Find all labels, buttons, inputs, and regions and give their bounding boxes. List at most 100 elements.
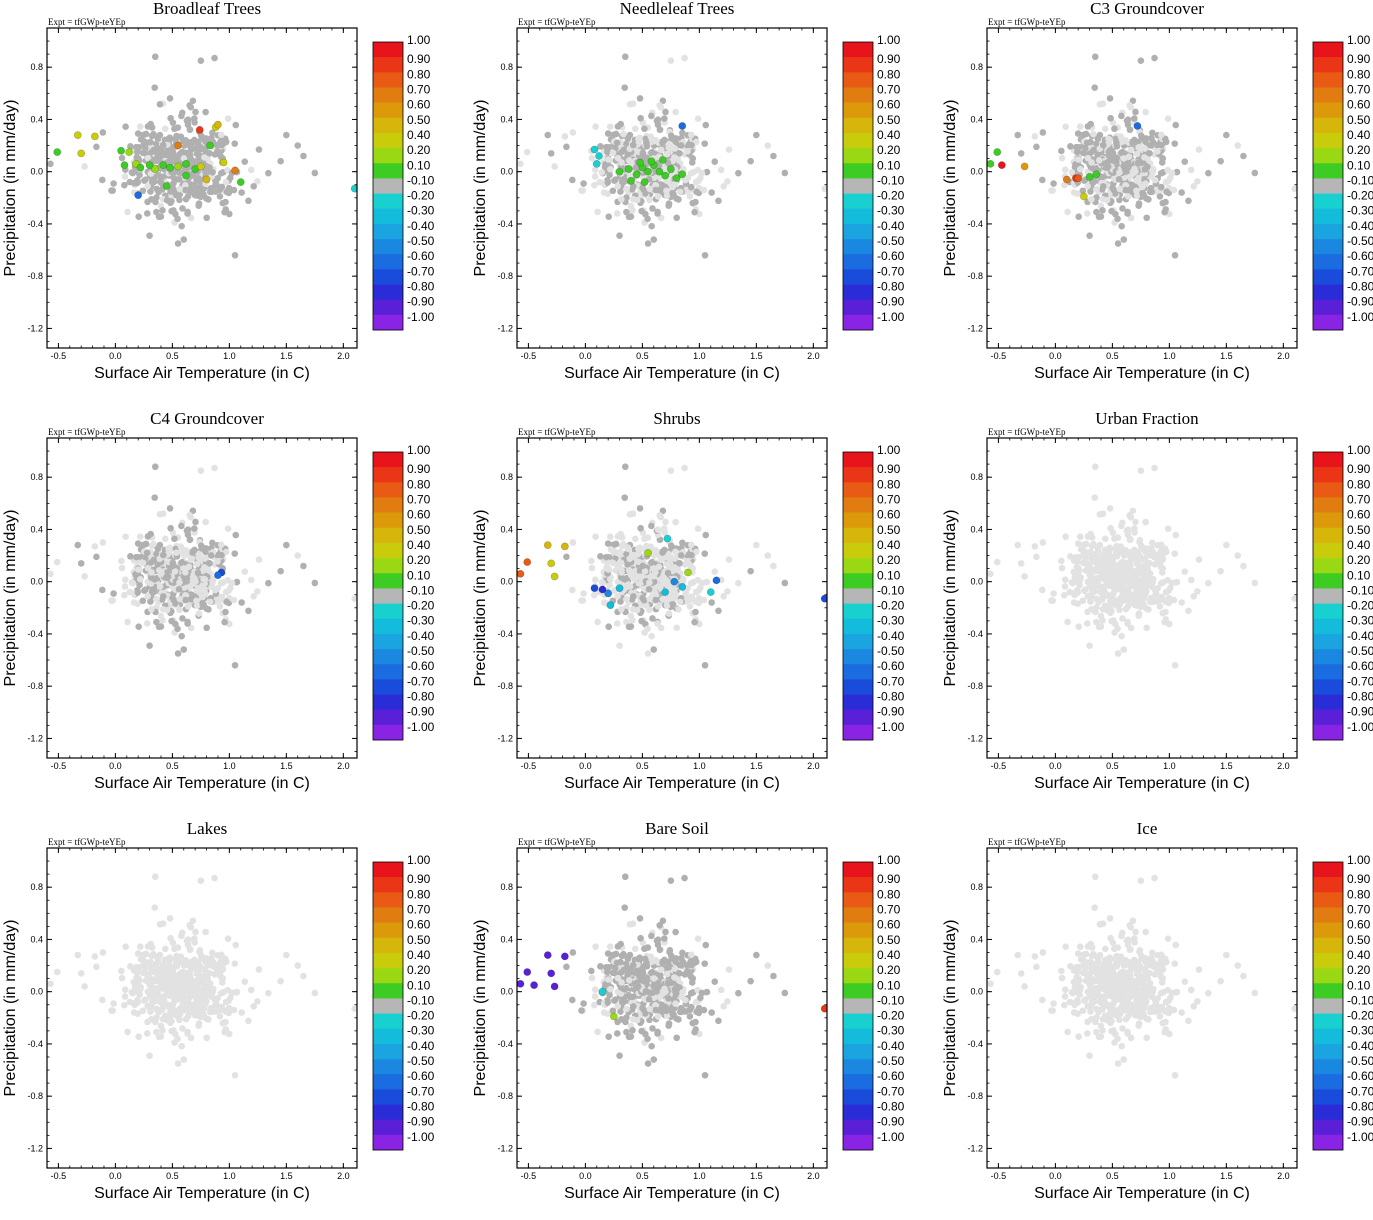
base-point	[184, 526, 192, 534]
base-point	[1101, 945, 1109, 953]
y-tick-label: 0.0	[30, 987, 43, 997]
colorbar-swatch	[1313, 467, 1343, 483]
base-point	[228, 579, 236, 587]
base-point	[646, 185, 654, 193]
base-point	[1062, 986, 1069, 994]
base-point	[711, 158, 719, 166]
scatter-panel: Bare Soil Expt = tfGWp-teYEp -0.5 0.0 0.5 1.0…	[470, 819, 928, 1220]
base-point	[612, 130, 620, 138]
x-tick-label: 1.5	[750, 1171, 763, 1181]
base-point	[218, 951, 225, 959]
colorbar-label: 0.80	[407, 67, 431, 81]
colorbar-swatch	[843, 299, 873, 316]
colorbar-swatch	[1313, 527, 1343, 544]
colorbar-swatch	[843, 497, 873, 513]
base-point	[202, 928, 209, 936]
highlight-point	[627, 176, 635, 185]
base-point	[121, 181, 128, 189]
colorbar-swatch	[373, 314, 403, 331]
base-point	[1116, 185, 1124, 193]
base-point	[657, 556, 665, 564]
base-point	[203, 624, 210, 632]
base-point	[672, 1000, 679, 1008]
base-point	[676, 559, 683, 567]
base-point	[205, 1016, 212, 1023]
base-point	[821, 185, 827, 192]
base-point	[588, 974, 596, 982]
x-tick-label: -0.5	[51, 351, 67, 361]
base-point	[176, 169, 183, 176]
base-point	[108, 187, 115, 194]
base-point	[580, 590, 587, 597]
base-point	[618, 606, 625, 613]
base-point	[1146, 149, 1153, 157]
colorbar-swatch	[373, 1074, 403, 1090]
base-point	[1082, 130, 1090, 138]
highlight-point	[706, 588, 715, 597]
base-point	[187, 966, 195, 974]
base-point	[122, 123, 129, 130]
base-point	[638, 1027, 645, 1035]
base-point	[1074, 540, 1082, 547]
base-point	[250, 1003, 257, 1010]
base-point	[186, 511, 193, 519]
base-point	[118, 557, 125, 565]
highlight-point	[90, 132, 99, 141]
base-point	[672, 958, 679, 966]
base-point	[671, 985, 679, 993]
expt-label: Expt = tfGWp-teYEp	[518, 427, 596, 437]
base-point	[1132, 518, 1139, 526]
base-point	[99, 129, 107, 136]
colorbar-swatch	[1313, 724, 1343, 741]
base-point	[174, 240, 182, 247]
base-point	[217, 990, 225, 997]
base-point	[193, 597, 200, 605]
base-point	[133, 553, 140, 561]
highlight-point	[162, 182, 171, 190]
base-point	[1137, 132, 1145, 139]
highlight-point	[666, 165, 675, 173]
base-point	[195, 585, 202, 592]
base-point	[677, 552, 685, 559]
base-point	[184, 193, 192, 200]
base-point	[136, 171, 143, 179]
base-point	[1158, 551, 1165, 559]
base-point	[592, 943, 599, 950]
base-point	[300, 152, 307, 160]
colorbar-label: 0.10	[877, 978, 901, 992]
base-point	[1091, 494, 1099, 501]
base-point	[181, 1001, 189, 1009]
colorbar-label: 0.70	[877, 492, 901, 506]
base-point	[1127, 214, 1135, 222]
highlight-point	[592, 159, 601, 168]
base-point	[177, 543, 185, 550]
base-point	[194, 979, 202, 987]
base-point	[169, 1004, 176, 1012]
base-point	[1093, 618, 1100, 626]
base-point	[265, 579, 272, 587]
colorbar-swatch	[373, 497, 403, 513]
base-point	[636, 95, 644, 102]
colorbar-swatch	[373, 57, 403, 73]
base-point	[199, 601, 207, 608]
base-point	[578, 597, 585, 604]
base-point	[1075, 566, 1082, 573]
highlight-point	[523, 968, 532, 976]
highlight-point	[678, 122, 687, 130]
colorbar-label: 0.90	[407, 52, 431, 66]
base-point	[1133, 597, 1140, 605]
colorbar-swatch	[373, 618, 403, 635]
base-point	[651, 591, 659, 599]
colorbar-swatch	[1313, 299, 1343, 316]
colorbar-label: 0.20	[1347, 553, 1371, 567]
colorbar-swatch	[843, 72, 873, 88]
colorbar-label: -0.40	[407, 219, 435, 233]
base-point	[1187, 166, 1195, 174]
base-point	[81, 163, 88, 170]
colorbar-label: 0.70	[1347, 82, 1371, 96]
base-point	[563, 963, 570, 971]
base-point	[81, 573, 88, 580]
base-point	[1108, 207, 1115, 215]
base-point	[698, 169, 706, 177]
